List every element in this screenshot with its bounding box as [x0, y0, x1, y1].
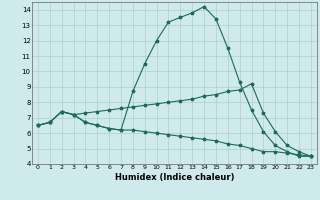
- X-axis label: Humidex (Indice chaleur): Humidex (Indice chaleur): [115, 173, 234, 182]
